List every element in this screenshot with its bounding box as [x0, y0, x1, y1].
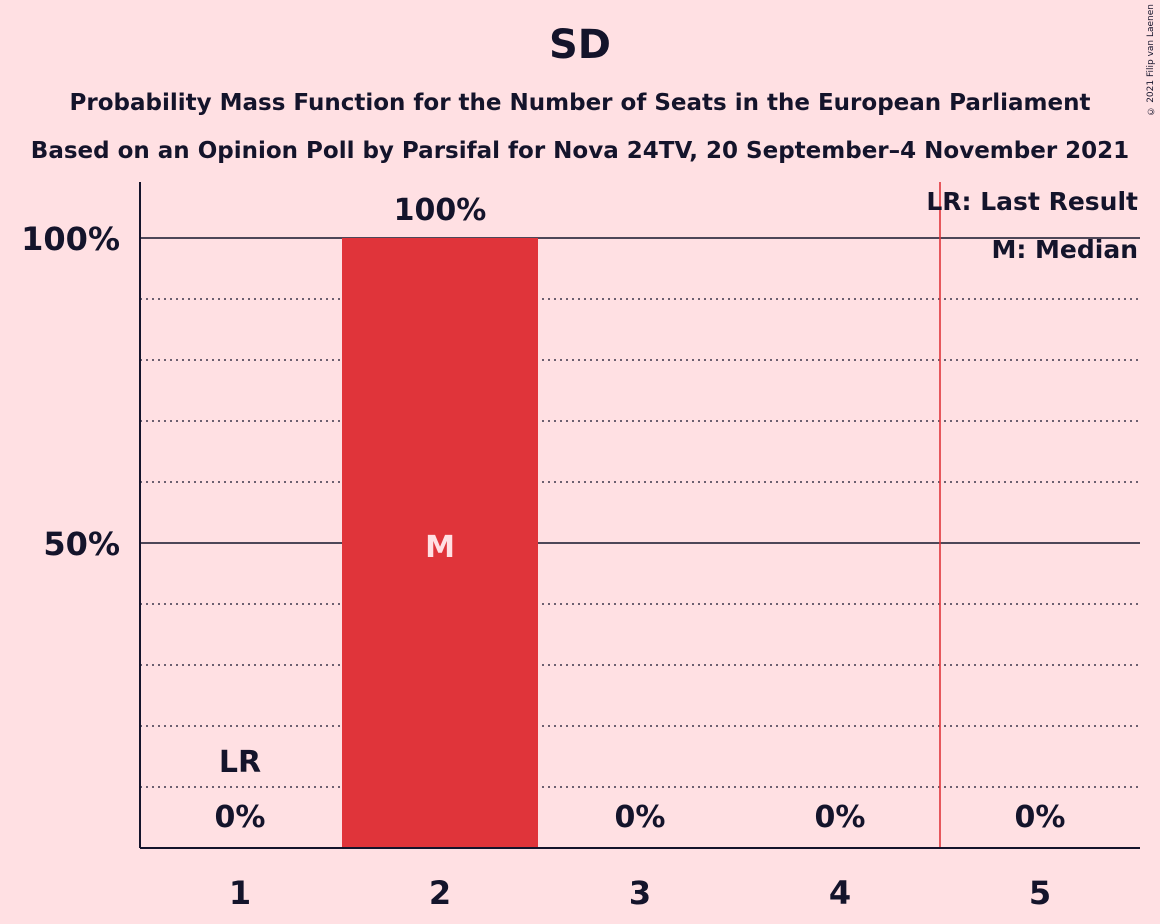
y-tick-label: 100% [21, 220, 120, 258]
chart-source: Based on an Opinion Poll by Parsifal for… [30, 138, 1130, 164]
x-tick-label: 5 [1029, 874, 1051, 912]
legend-median: M: Median [991, 235, 1138, 264]
bar-value-label: 0% [215, 800, 266, 835]
y-tick-label: 50% [43, 525, 120, 563]
x-tick-label: 2 [429, 874, 451, 912]
median-marker: M [425, 530, 455, 565]
chart-subtitle: Probability Mass Function for the Number… [69, 90, 1091, 116]
x-tick-label: 4 [829, 874, 851, 912]
bar-value-label: 0% [1015, 800, 1066, 835]
bar [342, 238, 538, 848]
last-result-marker: LR [219, 745, 261, 780]
bar-value-label: 0% [615, 800, 666, 835]
legend-last-result: LR: Last Result [926, 187, 1138, 216]
x-tick-label: 1 [229, 874, 251, 912]
bar-value-label: 0% [815, 800, 866, 835]
bar-value-label: 100% [394, 193, 487, 228]
x-tick-label: 3 [629, 874, 651, 912]
chart-title: SD [548, 22, 611, 68]
